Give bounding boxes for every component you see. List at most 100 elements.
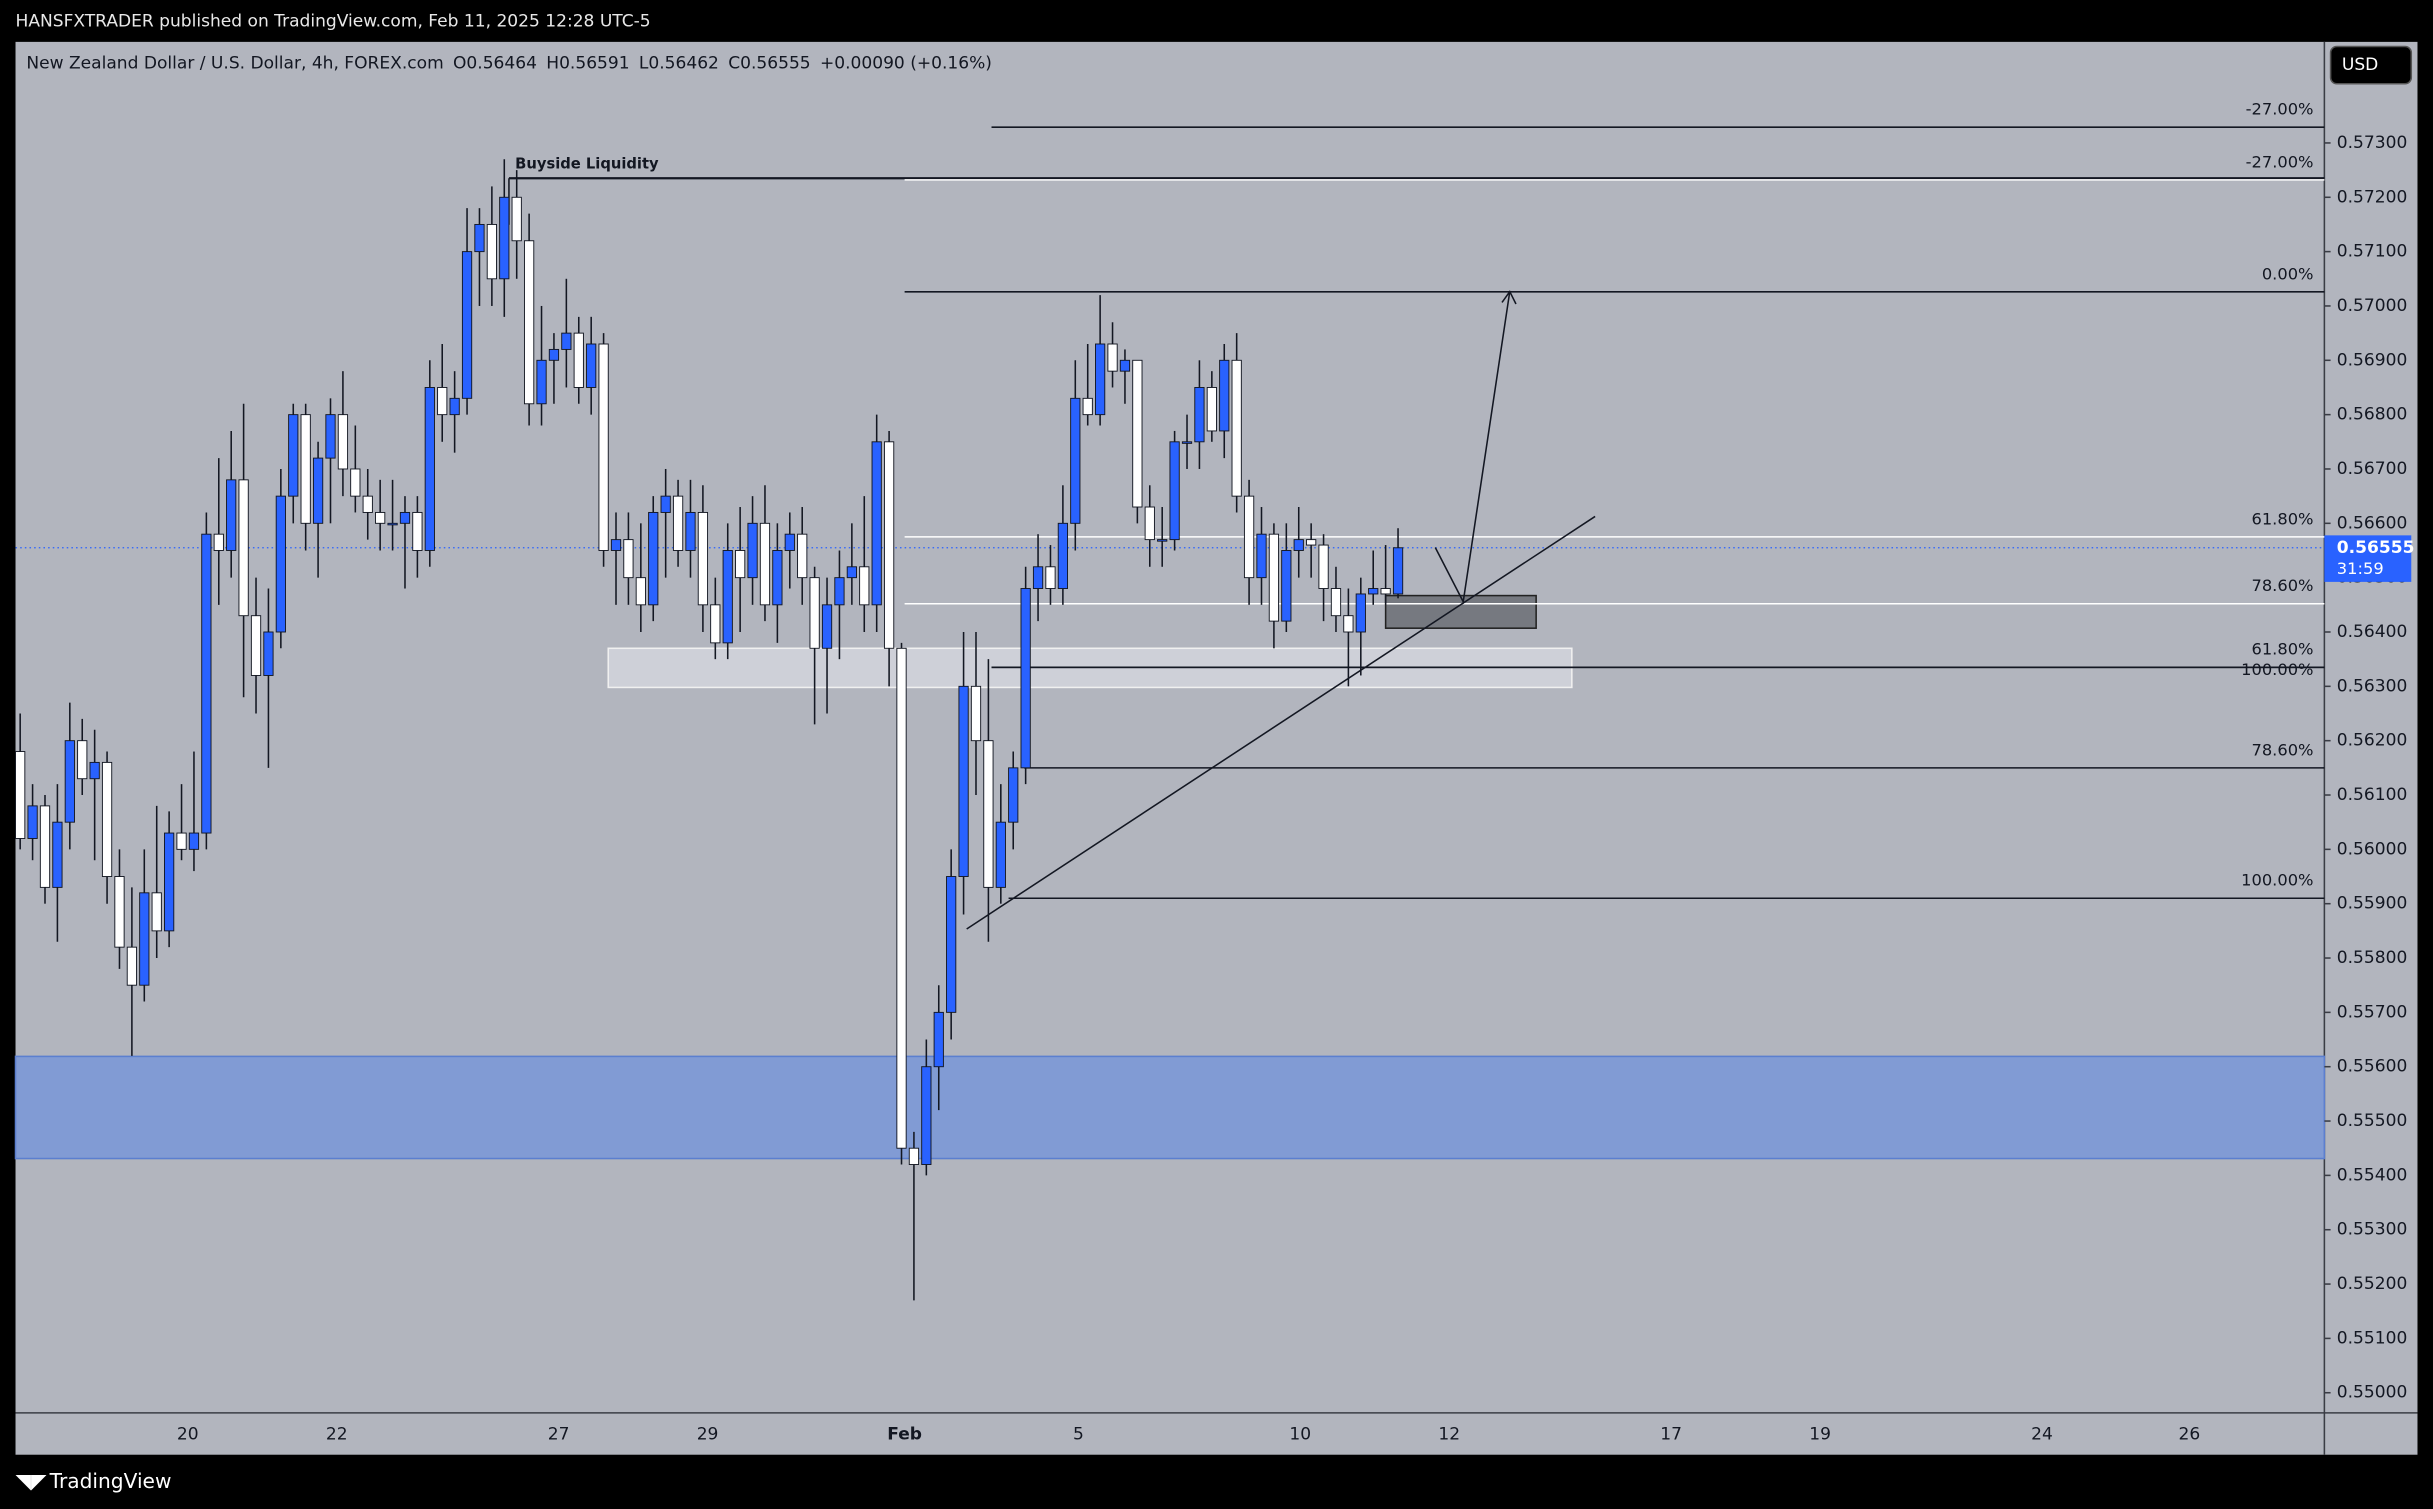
candle-body bbox=[64, 740, 75, 823]
candle-body bbox=[970, 685, 982, 742]
candle-body bbox=[151, 892, 162, 932]
y-tick-label: 0.57200 bbox=[2337, 187, 2408, 207]
countdown-label: 31:59 bbox=[2337, 559, 2384, 578]
currency-button[interactable] bbox=[2329, 45, 2413, 85]
candle-body bbox=[1157, 539, 1168, 542]
candle-body bbox=[1032, 566, 1044, 589]
candle-body bbox=[300, 414, 311, 524]
candle-body bbox=[1057, 522, 1069, 589]
low-label: L0.56462 bbox=[639, 54, 719, 74]
y-tick-label: 0.56700 bbox=[2337, 459, 2408, 479]
candle-body bbox=[722, 550, 733, 644]
candle-body bbox=[834, 577, 845, 606]
candle-body bbox=[511, 196, 522, 242]
candle-body bbox=[114, 876, 125, 948]
candle-body bbox=[735, 550, 746, 579]
candle-body bbox=[1082, 397, 1093, 416]
x-tick-label: 26 bbox=[2179, 1425, 2201, 1445]
candle-body bbox=[846, 566, 857, 579]
candle-body bbox=[946, 876, 957, 1013]
x-tick-label: 29 bbox=[697, 1425, 719, 1445]
x-tick-label: Feb bbox=[887, 1425, 922, 1445]
candle-body bbox=[1343, 615, 1354, 633]
candle-body bbox=[1095, 343, 1106, 416]
candle-body bbox=[635, 577, 646, 606]
candle-body bbox=[623, 539, 634, 579]
candle-body bbox=[337, 414, 349, 470]
candle-body bbox=[685, 511, 696, 551]
candle-body bbox=[312, 457, 324, 524]
fib-label: 61.80% bbox=[2251, 509, 2313, 528]
candle-body bbox=[89, 761, 100, 780]
y-tick-label: 0.55400 bbox=[2337, 1165, 2408, 1185]
candle-body bbox=[821, 604, 833, 649]
candle-body bbox=[213, 533, 224, 551]
candle-body bbox=[859, 566, 870, 606]
fib-label: 0.00% bbox=[2262, 264, 2314, 283]
candle-body bbox=[39, 805, 51, 888]
y-tick-label: 0.56800 bbox=[2337, 405, 2408, 425]
candle-body bbox=[27, 805, 38, 839]
change-label: +0.00090 (+0.16%) bbox=[820, 54, 992, 74]
fib-label: -27.00% bbox=[2246, 152, 2314, 171]
candle-body bbox=[648, 511, 659, 606]
candle-body bbox=[995, 821, 1006, 888]
open-label: O0.56464 bbox=[453, 54, 537, 74]
candle-body bbox=[449, 397, 460, 416]
candle-body bbox=[610, 539, 622, 551]
candle-body bbox=[660, 495, 671, 513]
fib-label: 78.60% bbox=[2251, 576, 2313, 595]
candle-body bbox=[797, 533, 808, 579]
candle-body bbox=[809, 577, 820, 649]
candle-body bbox=[983, 740, 994, 888]
candle-body bbox=[1281, 550, 1292, 622]
candle-body bbox=[1380, 588, 1391, 595]
candle-body bbox=[573, 332, 584, 388]
candle-body bbox=[1194, 387, 1205, 443]
x-tick-label: 27 bbox=[548, 1425, 570, 1445]
x-tick-label: 10 bbox=[1289, 1425, 1311, 1445]
y-tick-label: 0.55300 bbox=[2337, 1220, 2408, 1240]
candle-body bbox=[1020, 588, 1031, 769]
fib-label: -27.00% bbox=[2246, 100, 2314, 119]
candle-body bbox=[101, 761, 113, 877]
high-label: H0.56591 bbox=[546, 54, 629, 74]
y-tick-label: 0.56400 bbox=[2337, 622, 2408, 642]
candle-body bbox=[461, 251, 473, 399]
candle-body bbox=[486, 223, 497, 280]
candle-body bbox=[1330, 588, 1342, 617]
footer-logo: ◥◤ bbox=[16, 1469, 48, 1493]
candle-body bbox=[586, 343, 597, 388]
plot: 0.57300 0.57200 0.57100 0.57000 0.56900 0.568… bbox=[14, 100, 2415, 1445]
x-tick-label: 22 bbox=[326, 1425, 348, 1445]
candle-body bbox=[1318, 544, 1329, 589]
candle-body bbox=[1107, 343, 1118, 372]
candle-body bbox=[921, 1066, 932, 1165]
candle-body bbox=[772, 550, 783, 606]
candle-body bbox=[697, 511, 709, 606]
candle-body bbox=[747, 522, 758, 579]
arrow-head bbox=[1501, 290, 1517, 305]
candle-body bbox=[1008, 767, 1019, 823]
candle-body bbox=[1119, 359, 1131, 372]
publisher-line: HANSFXTRADER published on TradingView.co… bbox=[16, 12, 651, 32]
candle-body bbox=[474, 223, 485, 253]
candle-body bbox=[933, 1011, 944, 1068]
symbol-header: New Zealand Dollar / U.S. Dollar, 4h, FO… bbox=[26, 54, 992, 74]
candle-body bbox=[672, 495, 684, 551]
candle-body bbox=[226, 479, 237, 551]
footer-brand: TradingView bbox=[49, 1469, 172, 1493]
candle-body bbox=[784, 533, 795, 551]
y-tick-label: 0.55900 bbox=[2337, 894, 2408, 914]
y-tick-label: 0.56900 bbox=[2337, 350, 2408, 370]
x-tick-label: 12 bbox=[1438, 1425, 1460, 1445]
candle-body bbox=[1368, 588, 1379, 595]
candle-body bbox=[238, 479, 249, 617]
candle-body bbox=[710, 604, 721, 644]
x-tick-label: 5 bbox=[1073, 1425, 1084, 1445]
candle-body bbox=[1231, 359, 1242, 497]
chart-background bbox=[15, 41, 2418, 1455]
last-price-label: 0.56555 bbox=[2337, 538, 2415, 558]
candle-body bbox=[263, 631, 274, 676]
